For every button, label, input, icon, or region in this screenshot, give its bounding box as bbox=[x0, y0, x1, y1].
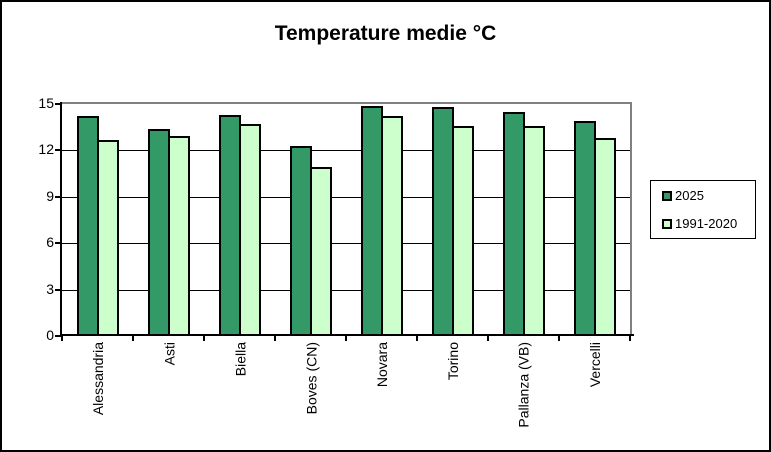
bar-1991-2020-Novara bbox=[381, 116, 403, 336]
x-axis-label-text: Boves (CN) bbox=[303, 342, 319, 415]
x-axis-label-text: Novara bbox=[374, 342, 390, 388]
x-tick-7 bbox=[558, 336, 560, 341]
x-axis-label-text: Torino bbox=[445, 342, 461, 381]
bar-1991-2020-Torino bbox=[452, 126, 474, 336]
gridline-6 bbox=[62, 243, 630, 244]
legend: 2025 1991-2020 bbox=[650, 180, 756, 239]
legend-label-2025: 2025 bbox=[675, 188, 704, 203]
bar-2025-Pallanza (VB) bbox=[503, 112, 525, 336]
y-tick-3 bbox=[55, 289, 62, 291]
y-axis-line bbox=[60, 102, 62, 336]
bar-2025-Torino bbox=[432, 107, 454, 336]
x-axis-label-text: Vercelli bbox=[587, 342, 603, 388]
gridline-9 bbox=[62, 197, 630, 198]
x-tick-2 bbox=[203, 336, 205, 341]
y-tick-6 bbox=[55, 242, 62, 244]
bar-2025-Biella bbox=[219, 115, 241, 336]
legend-entry-2025: 2025 bbox=[662, 188, 755, 203]
bar-1991-2020-Asti bbox=[168, 136, 190, 336]
bar-2025-Boves (CN) bbox=[290, 146, 312, 336]
x-tick-8 bbox=[629, 336, 631, 341]
legend-swatch-2025 bbox=[662, 190, 672, 201]
bar-1991-2020-Pallanza (VB) bbox=[523, 126, 545, 336]
x-axis-label-text: Asti bbox=[161, 342, 177, 366]
bar-1991-2020-Boves (CN) bbox=[310, 167, 332, 336]
x-tick-3 bbox=[274, 336, 276, 341]
x-axis-line bbox=[60, 334, 634, 336]
gridline-3 bbox=[62, 290, 630, 291]
x-axis-label-text: Alessandria bbox=[90, 342, 106, 416]
x-axis-label-text: Pallanza (VB) bbox=[516, 342, 532, 428]
y-tick-9 bbox=[55, 196, 62, 198]
x-axis-label-text: Biella bbox=[232, 342, 248, 377]
legend-swatch-1991-2020 bbox=[662, 218, 672, 229]
y-tick-0 bbox=[55, 335, 62, 337]
x-tick-4 bbox=[345, 336, 347, 341]
y-tick-15 bbox=[55, 103, 62, 105]
y-tick-label-15: 15 bbox=[38, 95, 54, 111]
x-tick-5 bbox=[416, 336, 418, 341]
bar-2025-Alessandria bbox=[77, 116, 99, 336]
y-tick-label-12: 12 bbox=[38, 141, 54, 157]
gridline-12 bbox=[62, 150, 630, 151]
bar-2025-Vercelli bbox=[574, 121, 596, 336]
legend-entry-1991-2020: 1991-2020 bbox=[662, 216, 755, 231]
x-tick-6 bbox=[487, 336, 489, 341]
y-tick-label-9: 9 bbox=[46, 188, 54, 204]
y-tick-label-3: 3 bbox=[46, 281, 54, 297]
y-tick-label-0: 0 bbox=[46, 327, 54, 343]
y-tick-label-6: 6 bbox=[46, 234, 54, 250]
bar-1991-2020-Alessandria bbox=[97, 140, 119, 336]
bar-2025-Novara bbox=[361, 106, 383, 336]
bar-1991-2020-Biella bbox=[239, 124, 261, 336]
x-tick-1 bbox=[132, 336, 134, 341]
bar-2025-Asti bbox=[148, 129, 170, 336]
x-tick-0 bbox=[61, 336, 63, 341]
chart-title: Temperature medie °C bbox=[274, 22, 497, 45]
plot-area bbox=[62, 102, 632, 336]
y-tick-12 bbox=[55, 149, 62, 151]
legend-label-1991-2020: 1991-2020 bbox=[675, 216, 738, 231]
bar-1991-2020-Vercelli bbox=[594, 138, 616, 336]
